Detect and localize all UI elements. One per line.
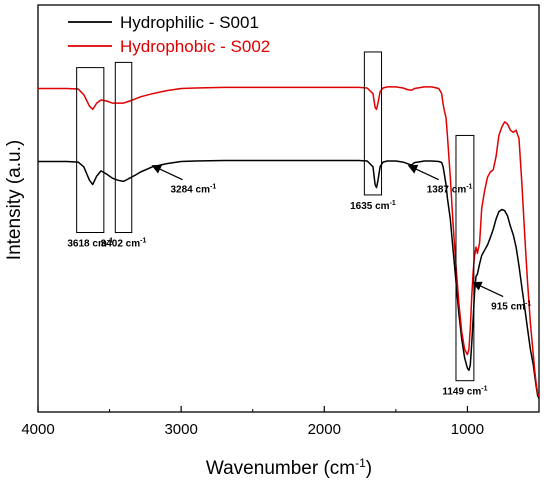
x-axis: 4000 3000 2000 1000	[21, 406, 540, 438]
legend: Hydrophilic - S001 Hydrophobic - S002	[68, 13, 270, 56]
annotation-box	[363, 51, 383, 196]
series-line-2	[38, 86, 540, 397]
annotation-arrow	[151, 164, 183, 181]
y-axis-label: Intensity (a.u.)	[4, 140, 25, 260]
x-tick-label: 1000	[451, 421, 484, 438]
legend-label: Hydrophilic - S001	[120, 13, 259, 32]
annotation-arrow	[472, 281, 504, 298]
x-axis-label: Wavenumber (cm-1)	[206, 456, 372, 479]
plot-area	[37, 4, 540, 413]
annotation-box	[76, 67, 105, 234]
x-tick-label: 2000	[308, 421, 341, 438]
annotation-label: 1387 cm-1	[427, 184, 473, 196]
series-line-1	[38, 159, 540, 399]
annotation-label: 915 cm-1	[491, 301, 531, 313]
annotation-label: 3402 cm-1	[101, 238, 147, 250]
annotation-label: 1149 cm-1	[442, 386, 487, 398]
annotation-label: 3284 cm-1	[171, 184, 217, 196]
x-tick-label: 4000	[21, 421, 54, 438]
legend-label: Hydrophobic - S002	[120, 37, 270, 56]
annotation-label: 1635 cm-1	[350, 200, 396, 212]
annotation-box	[455, 134, 475, 382]
annotation-box	[114, 61, 133, 234]
annotation-label: 3618 cm-1	[67, 238, 113, 250]
series-layer	[38, 86, 540, 399]
plot-border	[37, 4, 540, 413]
x-tick-label: 3000	[164, 421, 197, 438]
annotation-arrow	[407, 164, 439, 181]
